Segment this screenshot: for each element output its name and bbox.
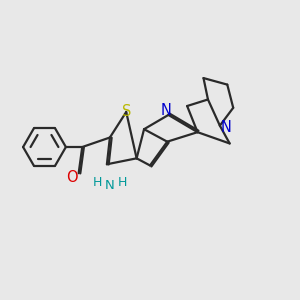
Text: N: N: [221, 120, 232, 135]
Text: O: O: [66, 170, 78, 185]
Text: S: S: [122, 104, 131, 119]
Text: H: H: [118, 176, 127, 189]
Text: N: N: [105, 179, 115, 192]
Text: H: H: [93, 176, 102, 189]
Text: N: N: [160, 103, 172, 118]
